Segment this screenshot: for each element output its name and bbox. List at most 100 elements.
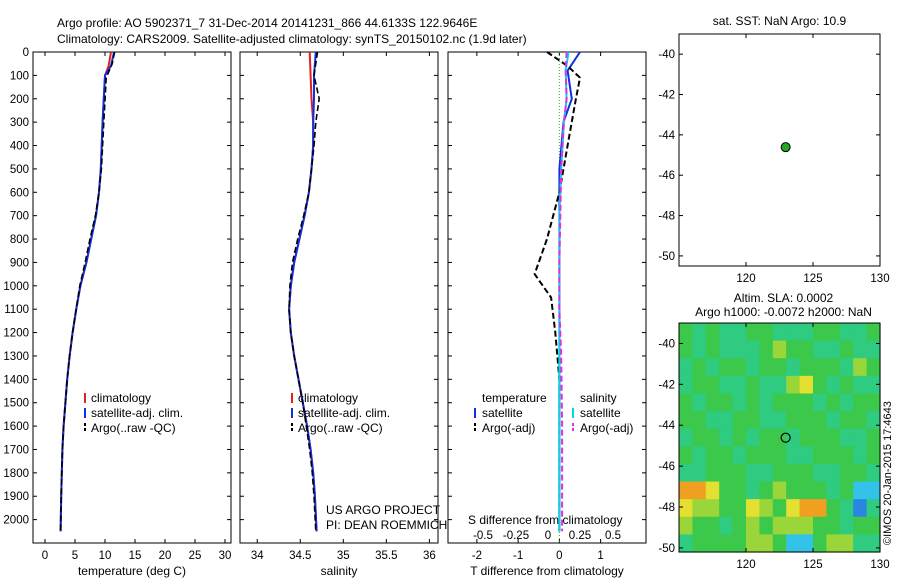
heatmap-cell xyxy=(732,499,747,518)
y-tick-label: -48 xyxy=(658,502,675,514)
heatmap-cell xyxy=(772,534,787,553)
heatmap-cell xyxy=(759,393,774,412)
x-tick-label: 34.5 xyxy=(289,550,311,562)
legend-label: Argo(-adj) xyxy=(482,421,535,435)
heatmap-cell xyxy=(853,428,868,447)
x-tick-label: 34 xyxy=(251,550,264,562)
series-line-argo-raw-qc- xyxy=(59,51,116,532)
heatmap-cell xyxy=(759,446,774,465)
y-tick-label: -44 xyxy=(658,130,675,142)
heatmap-cell xyxy=(732,463,747,483)
heatmap-cell xyxy=(799,393,814,412)
heatmap-cell xyxy=(839,446,854,465)
x-tick-label: 25 xyxy=(189,550,202,562)
legend-label: Argo(..raw -QC) xyxy=(91,421,176,435)
heatmap-cell xyxy=(692,463,707,483)
x-tick-label: -2 xyxy=(472,550,482,562)
x-tick-label: 10 xyxy=(99,550,112,562)
depth-tick-label: 600 xyxy=(10,187,29,199)
x-tick-label: 125 xyxy=(803,559,822,571)
heatmap-cell xyxy=(732,358,747,377)
top-tick-label: 0.5 xyxy=(605,530,621,542)
depth-tick-label: 1500 xyxy=(3,398,29,410)
heatmap-cell xyxy=(786,463,801,483)
panel-title: sat. SST: NaN Argo: 10.9 xyxy=(713,14,847,28)
heatmap-cell xyxy=(692,358,707,377)
heatmap-cell xyxy=(826,516,841,535)
heatmap-cell xyxy=(839,358,854,377)
heatmap-cell xyxy=(826,446,841,465)
heatmap-cell xyxy=(732,428,747,447)
heatmap-cell xyxy=(692,534,707,553)
heatmap-cell xyxy=(732,340,747,359)
legend-label: climatology xyxy=(91,391,151,405)
heatmap-cell xyxy=(786,481,801,500)
argo-location-marker xyxy=(780,142,791,153)
depth-tick-label: 1900 xyxy=(3,491,29,503)
heatmap-cell xyxy=(746,323,760,342)
heatmap-cell xyxy=(826,499,841,518)
x-tick-label: 125 xyxy=(803,273,822,285)
heatmap-cell xyxy=(719,516,734,535)
argo-location-marker xyxy=(780,432,791,443)
heatmap-cell xyxy=(692,393,707,412)
heatmap-cell xyxy=(866,428,881,447)
heatmap-cell xyxy=(719,481,734,500)
heatmap-cell xyxy=(813,516,827,535)
heatmap-cell xyxy=(705,481,720,500)
heatmap-cell xyxy=(705,499,720,518)
heatmap-cell xyxy=(826,323,841,342)
series-line-salinity-satellite xyxy=(558,51,570,532)
depth-tick-label: 2000 xyxy=(3,515,29,527)
depth-tick-label: 0 xyxy=(23,47,29,59)
heatmap-cell xyxy=(732,534,747,553)
legend-group-title: salinity xyxy=(580,391,617,405)
heatmap-cell xyxy=(759,358,774,377)
series-line-satellite-adj-clim- xyxy=(288,51,318,532)
x-tick-label: 36 xyxy=(423,550,436,562)
heatmap-cell xyxy=(746,463,760,483)
depth-tick-label: 900 xyxy=(10,257,29,269)
heatmap-cell xyxy=(813,375,827,395)
panel-title-line1: Altim. SLA: 0.0002 xyxy=(734,291,834,305)
heatmap-cell xyxy=(705,393,720,412)
x-tick-label: 0 xyxy=(556,550,562,562)
heatmap-cell xyxy=(786,358,801,377)
depth-tick-label: 1600 xyxy=(3,421,29,433)
depth-tick-label: 1800 xyxy=(3,468,29,480)
heatmap-cell xyxy=(746,481,760,500)
heatmap-cell xyxy=(679,323,693,342)
heatmap-cell xyxy=(692,428,707,447)
heatmap-cell xyxy=(839,463,854,483)
heatmap-cell xyxy=(813,340,827,359)
heatmap-cell xyxy=(839,534,854,553)
heatmap-cell xyxy=(692,340,707,359)
depth-tick-label: 200 xyxy=(10,94,29,106)
heatmap-cell xyxy=(853,481,868,500)
heatmap-cell xyxy=(732,323,747,342)
heatmap-cell xyxy=(679,411,693,430)
heatmap-cell xyxy=(679,340,693,359)
heatmap-cell xyxy=(813,323,827,342)
x-tick-label: -1 xyxy=(513,550,523,562)
heatmap-cell xyxy=(866,534,881,553)
heatmap-cell xyxy=(772,323,787,342)
heatmap-cell xyxy=(813,481,827,500)
heatmap-cell xyxy=(679,516,693,535)
heatmap-cell xyxy=(813,358,827,377)
x-tick-label: 35.5 xyxy=(375,550,397,562)
heatmap-cell xyxy=(866,481,881,500)
heatmap-cell xyxy=(866,499,881,518)
heatmap-cell xyxy=(746,411,760,430)
legend-label: satellite-adj. clim. xyxy=(298,406,390,420)
heatmap-cell xyxy=(759,340,774,359)
heatmap-cell xyxy=(772,463,787,483)
heatmap-cell xyxy=(732,393,747,412)
depth-tick-label: 500 xyxy=(10,164,29,176)
heatmap-cell xyxy=(799,340,814,359)
heatmap-cell xyxy=(772,358,787,377)
heatmap-cell xyxy=(705,411,720,430)
x-tick-label: 0 xyxy=(42,550,48,562)
heatmap-cell xyxy=(799,499,814,518)
